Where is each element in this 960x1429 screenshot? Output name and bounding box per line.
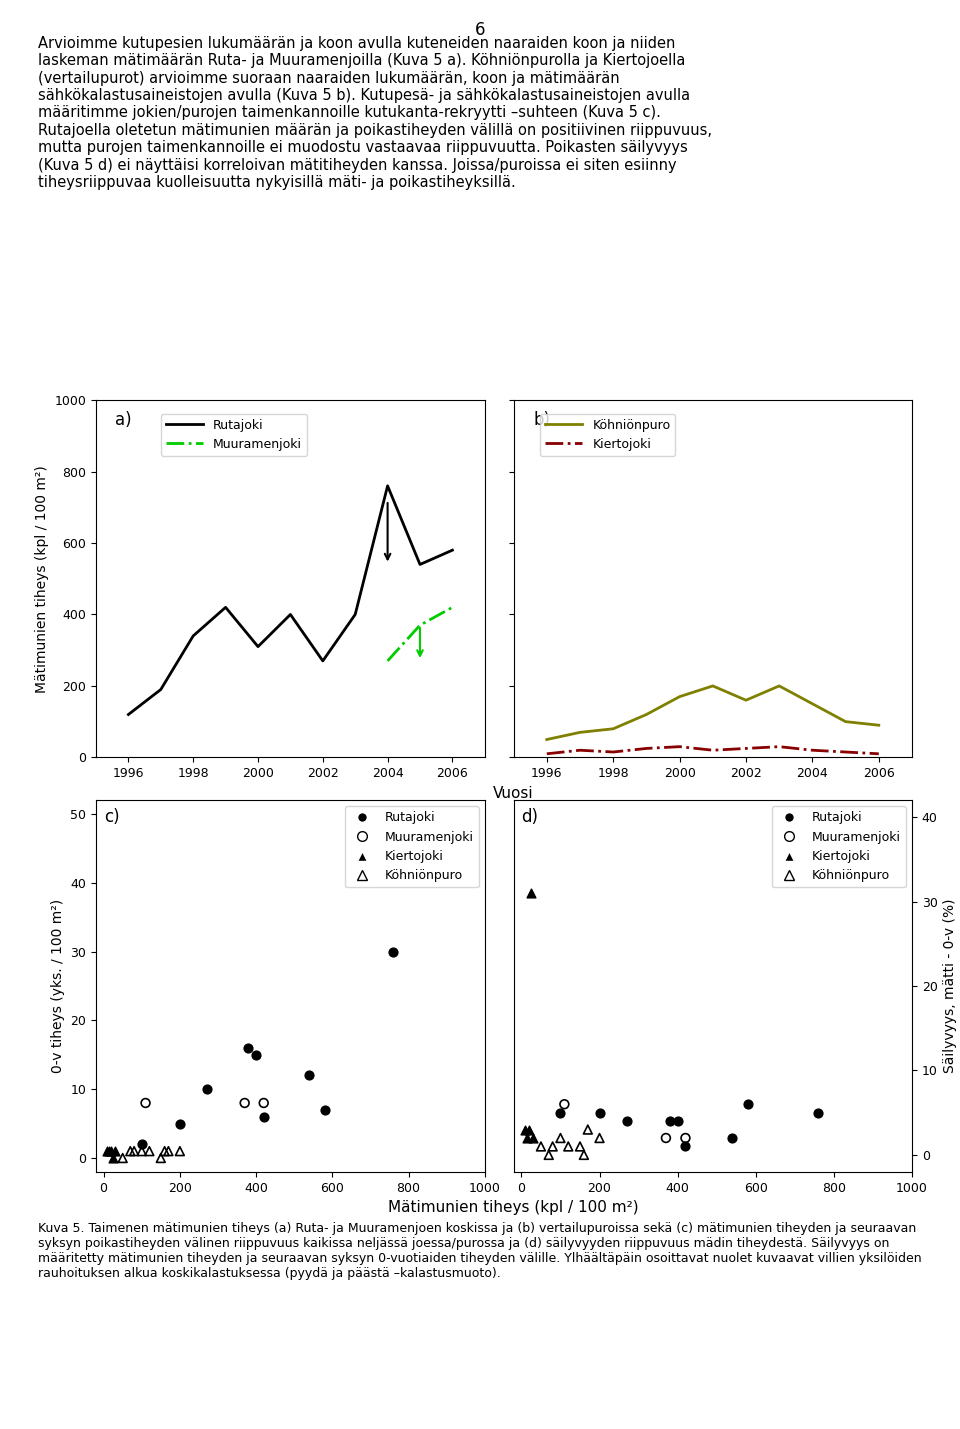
Legend: Rutajoki, Muuramenjoki: Rutajoki, Muuramenjoki	[160, 413, 307, 456]
Y-axis label: Säilyvyys, mätti - 0-v (%): Säilyvyys, mätti - 0-v (%)	[943, 899, 957, 1073]
Point	[100, 1140, 115, 1163]
Point	[810, 1102, 826, 1125]
Point	[160, 1140, 176, 1163]
Point	[134, 1140, 150, 1163]
Point	[108, 1140, 123, 1163]
Point	[386, 940, 401, 963]
Point	[525, 1126, 540, 1149]
Point	[102, 1140, 117, 1163]
Point	[104, 1140, 119, 1163]
Point	[138, 1092, 154, 1115]
Point	[533, 1135, 548, 1157]
Point	[541, 1143, 557, 1166]
Point	[142, 1140, 157, 1163]
Point	[740, 1093, 756, 1116]
Point	[172, 1140, 187, 1163]
Y-axis label: 0-v tiheys (yks. / 100 m²): 0-v tiheys (yks. / 100 m²)	[51, 899, 64, 1073]
Point	[517, 1117, 533, 1140]
Text: a): a)	[115, 412, 132, 429]
Legend: Rutajoki, Muuramenjoki, Kiertojoki, Köhniönpuro: Rutajoki, Muuramenjoki, Kiertojoki, Köhn…	[345, 806, 478, 887]
Point	[678, 1126, 693, 1149]
Text: d): d)	[521, 807, 539, 826]
Legend: Köhniönpuro, Kiertojoki: Köhniönpuro, Kiertojoki	[540, 413, 676, 456]
Point	[256, 1092, 272, 1115]
Point	[317, 1099, 332, 1122]
Point	[521, 1117, 537, 1140]
Point	[592, 1126, 608, 1149]
Y-axis label: Mätimunien tiheys (kpl / 100 m²): Mätimunien tiheys (kpl / 100 m²)	[35, 464, 49, 693]
Text: b): b)	[534, 412, 550, 429]
Point	[545, 1135, 561, 1157]
Point	[123, 1140, 138, 1163]
Point	[553, 1102, 568, 1125]
Point	[659, 1126, 674, 1149]
Point	[199, 1077, 214, 1100]
Point	[725, 1126, 740, 1149]
Point	[241, 1036, 256, 1059]
Point	[662, 1110, 678, 1133]
Point	[523, 882, 539, 905]
Point	[134, 1133, 150, 1156]
Point	[592, 1102, 608, 1125]
Point	[572, 1135, 588, 1157]
Point	[580, 1117, 595, 1140]
Text: Kuva 5. Taimenen mätimunien tiheys (a) Ruta- ja Muuramenjoen koskissa ja (b) ver: Kuva 5. Taimenen mätimunien tiheys (a) R…	[38, 1222, 922, 1280]
Point	[115, 1146, 131, 1169]
Point	[553, 1126, 568, 1149]
Point	[678, 1135, 693, 1157]
Legend: Rutajoki, Muuramenjoki, Kiertojoki, Köhniönpuro: Rutajoki, Muuramenjoki, Kiertojoki, Köhn…	[772, 806, 905, 887]
Point	[519, 1126, 535, 1149]
Point	[127, 1140, 142, 1163]
Text: c): c)	[104, 807, 119, 826]
Text: Arvioimme kutupesien lukumäärän ja koon avulla kuteneiden naaraiden koon ja niid: Arvioimme kutupesien lukumäärän ja koon …	[38, 36, 712, 190]
Point	[576, 1143, 591, 1166]
Point	[301, 1065, 317, 1087]
Text: Mätimunien tiheys (kpl / 100 m²): Mätimunien tiheys (kpl / 100 m²)	[388, 1200, 639, 1215]
Point	[561, 1135, 576, 1157]
Point	[156, 1140, 172, 1163]
Point	[106, 1146, 121, 1169]
Point	[172, 1112, 187, 1135]
Point	[670, 1110, 685, 1133]
Point	[557, 1093, 572, 1116]
Point	[619, 1110, 635, 1133]
Text: Vuosi: Vuosi	[493, 786, 534, 800]
Point	[154, 1146, 169, 1169]
Point	[237, 1092, 252, 1115]
Point	[249, 1043, 264, 1066]
Point	[256, 1105, 272, 1127]
Text: 6: 6	[475, 21, 485, 40]
